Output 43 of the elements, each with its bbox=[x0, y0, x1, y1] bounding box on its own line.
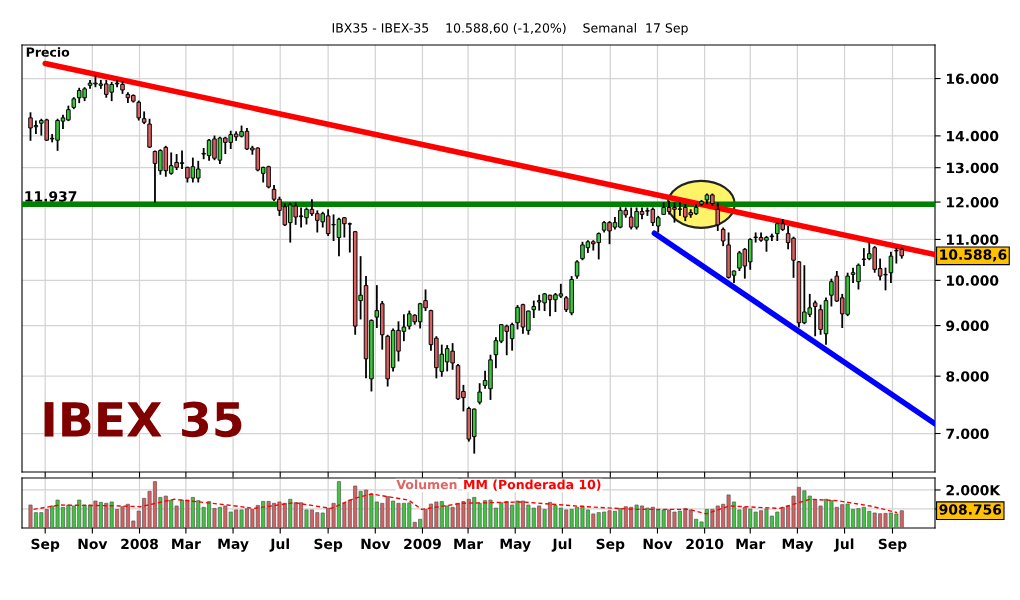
y-tick-label: 11.000 bbox=[946, 234, 999, 245]
candlestick bbox=[147, 117, 152, 149]
x-tick-label: Jul bbox=[833, 538, 854, 552]
ref-line-label: 11.937 bbox=[25, 191, 77, 202]
candlestick bbox=[715, 201, 721, 232]
series-label: MM (Ponderada 10) bbox=[464, 479, 601, 491]
candlestick bbox=[477, 382, 482, 406]
y-tick-label: 14.000 bbox=[946, 130, 999, 142]
x-tick-label: Nov bbox=[361, 538, 391, 550]
y-tick-label: 10.000 bbox=[946, 275, 999, 286]
x-tick-label: May bbox=[500, 538, 531, 552]
y-tick-label: 13.000 bbox=[946, 162, 999, 174]
x-tick-label: Sep bbox=[878, 538, 907, 552]
x-tick-label: Mar bbox=[454, 538, 484, 550]
x-tick-label: Nov bbox=[78, 538, 108, 550]
x-tick-label: Sep bbox=[596, 538, 625, 552]
x-tick-label: Jul bbox=[551, 538, 572, 552]
x-tick-label: 2008 bbox=[121, 538, 158, 550]
x-tick-label: May bbox=[782, 538, 814, 552]
y-tick-label: 12.000 bbox=[946, 197, 999, 208]
y-tick-label: 2.000K bbox=[946, 484, 1001, 496]
annotation: 10.588,6 bbox=[940, 249, 1007, 262]
y-tick-label: 8.000 bbox=[946, 371, 989, 382]
x-tick-label: May bbox=[218, 538, 249, 552]
y-tick-label: 7.000 bbox=[946, 428, 989, 439]
x-tick-label: Sep bbox=[314, 538, 343, 552]
x-tick-label: Mar bbox=[172, 538, 201, 550]
x-tick-label: Jul bbox=[269, 538, 289, 552]
candlestick bbox=[720, 226, 726, 248]
y-axis-title: Precio bbox=[26, 47, 70, 57]
x-tick-label: Sep bbox=[31, 538, 60, 552]
y-tick-label: 9.000 bbox=[946, 320, 989, 332]
annotation: IBEX 35 bbox=[44, 401, 242, 438]
candlestick bbox=[574, 259, 580, 280]
x-tick-label: 2010 bbox=[686, 538, 724, 550]
series-label: Volumen bbox=[396, 479, 457, 490]
annotation: 908.756 bbox=[939, 504, 1002, 515]
y-tick-label: 16.000 bbox=[946, 73, 999, 85]
x-tick-label: 2009 bbox=[404, 538, 441, 550]
x-tick-label: Mar bbox=[736, 538, 766, 550]
candlestick bbox=[812, 299, 818, 338]
chart-title: IBX35 - IBEX-35 10.588,60 (-1,20%) Semanal 17 Sep bbox=[332, 22, 688, 36]
x-tick-label: Nov bbox=[643, 538, 673, 550]
